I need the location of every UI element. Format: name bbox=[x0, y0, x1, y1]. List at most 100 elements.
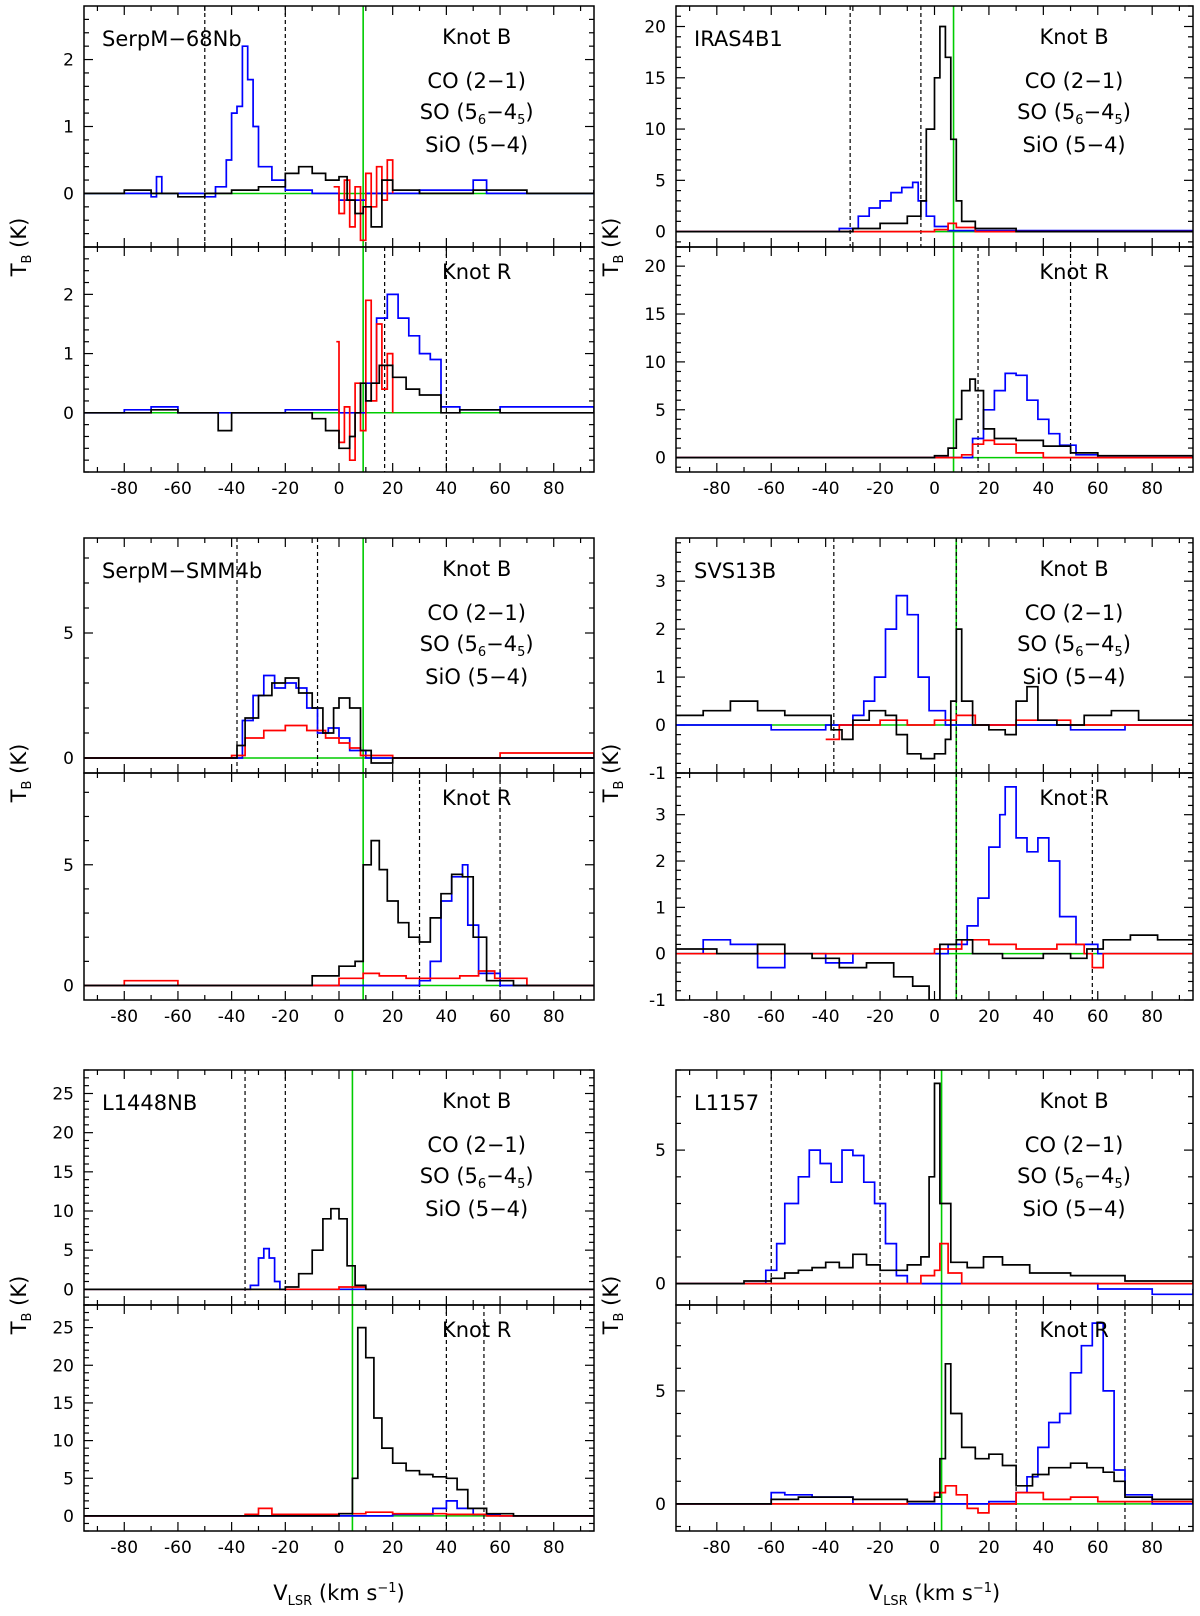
x-tick-label: 80 bbox=[1141, 1007, 1163, 1027]
x-tick-label: -40 bbox=[218, 1007, 246, 1027]
so-spectrum bbox=[676, 222, 1193, 233]
plot-frame bbox=[675, 772, 1194, 1001]
y-tick-label: 10 bbox=[644, 353, 666, 373]
y-tick-label: 5 bbox=[655, 171, 666, 191]
y-axis-label: TB (K) bbox=[599, 218, 627, 278]
x-tick-label: -40 bbox=[218, 1538, 246, 1558]
plot-knot-b: 05 bbox=[655, 1069, 1194, 1306]
x-tick-label: 60 bbox=[489, 1538, 511, 1558]
sio-spectrum bbox=[676, 181, 1193, 233]
x-tick-label: 20 bbox=[382, 1007, 404, 1027]
x-tick-label: -80 bbox=[703, 1538, 731, 1558]
x-tick-label: -20 bbox=[271, 479, 299, 499]
y-tick-label: 20 bbox=[52, 1124, 74, 1144]
plot-area bbox=[676, 538, 1193, 773]
x-axis-label: VLSR (km s−1) bbox=[869, 1581, 1000, 1609]
panel-svs13b: -1 0 1 2 3 -80 -60 -40 -20 0 20 40 60 80 -1 0 1 2 3 SVS13… bbox=[599, 537, 1194, 1027]
x-tick-label: -80 bbox=[110, 1538, 138, 1558]
plot-frame bbox=[675, 1304, 1194, 1532]
co-spectrum bbox=[676, 1082, 1193, 1285]
y-axis-label: TB (K) bbox=[7, 744, 35, 804]
co-spectrum bbox=[676, 1362, 1193, 1505]
legend-sio: SiO (5−4) bbox=[425, 1197, 528, 1221]
legend-co: CO (2−1) bbox=[427, 1133, 526, 1157]
x-tick-label: 20 bbox=[978, 1007, 1000, 1027]
x-tick-label: 80 bbox=[1141, 479, 1163, 499]
x-tick-label: -20 bbox=[866, 1538, 894, 1558]
knot-b-label: Knot B bbox=[442, 557, 511, 581]
y-tick-label: 5 bbox=[655, 401, 666, 421]
sio-spectrum bbox=[676, 372, 1193, 459]
y-tick-label: 1 bbox=[63, 118, 74, 138]
y-tick-label: 1 bbox=[63, 345, 74, 365]
sio-spectrum bbox=[676, 1322, 1193, 1505]
axis-ticks: 0 5 10 15 20 bbox=[644, 5, 1193, 247]
y-tick-label: 2 bbox=[63, 285, 74, 305]
x-tick-label: -40 bbox=[812, 1007, 840, 1027]
legend-so: SO (56−45) bbox=[420, 100, 534, 128]
x-tick-label: -60 bbox=[164, 479, 192, 499]
legend-sio: SiO (5−4) bbox=[425, 133, 528, 157]
co-spectrum bbox=[84, 165, 594, 228]
axis-ticks: -80 -60 -40 -20 0 20 40 60 80 0 5 bbox=[655, 1305, 1193, 1558]
panel-iras4b1: 0 5 10 15 20 -80 -60 -40 -20 0 20 40 60 80 0 5 10 15 20 I… bbox=[599, 5, 1194, 499]
y-tick-label: 2 bbox=[63, 51, 74, 71]
plot-knot-r: -80 -60 -40 -20 0 20 40 60 80 0 5 10 15 20 25 bbox=[52, 1304, 595, 1558]
y-tick-label: -1 bbox=[649, 764, 666, 784]
y-axis-label: TB (K) bbox=[599, 1276, 627, 1336]
so-spectrum bbox=[676, 439, 1193, 459]
x-tick-label: -60 bbox=[164, 1007, 192, 1027]
plot-knot-b: 0 5 10 15 20 25 bbox=[52, 1069, 595, 1306]
y-tick-label: 10 bbox=[52, 1432, 74, 1452]
x-tick-label: 40 bbox=[436, 479, 458, 499]
knot-b-label: Knot B bbox=[1039, 1089, 1108, 1113]
knot-r-label: Knot R bbox=[1039, 260, 1108, 284]
x-tick-label: -60 bbox=[757, 1007, 785, 1027]
y-tick-label: 0 bbox=[655, 716, 666, 736]
x-tick-label: -80 bbox=[110, 1007, 138, 1027]
plot-area bbox=[84, 247, 594, 472]
x-tick-label: 0 bbox=[929, 479, 940, 499]
plot-frame bbox=[83, 246, 595, 473]
y-tick-label: 5 bbox=[63, 624, 74, 644]
legend-co: CO (2−1) bbox=[1025, 69, 1124, 93]
x-axis-label: VLSR (km s−1) bbox=[273, 1581, 404, 1609]
y-tick-label: 0 bbox=[655, 1495, 666, 1515]
x-tick-label: 40 bbox=[1033, 1007, 1055, 1027]
plot-area bbox=[84, 6, 594, 247]
knot-r-label: Knot R bbox=[442, 1318, 511, 1342]
source-name: SerpM−SMM4b bbox=[102, 559, 262, 583]
y-tick-label: 25 bbox=[52, 1319, 74, 1339]
y-tick-label: 2 bbox=[655, 852, 666, 872]
legend-co: CO (2−1) bbox=[1025, 1133, 1124, 1157]
plot-area bbox=[676, 773, 1193, 1000]
source-name: L1448NB bbox=[102, 1091, 197, 1115]
co-spectrum bbox=[84, 1326, 594, 1517]
x-tick-label: 20 bbox=[382, 1538, 404, 1558]
x-tick-label: 40 bbox=[436, 1007, 458, 1027]
plot-knot-r: -80 -60 -40 -20 0 20 40 60 80 0 5 bbox=[655, 1304, 1194, 1558]
x-tick-label: -20 bbox=[866, 1007, 894, 1027]
x-tick-label: 60 bbox=[489, 1007, 511, 1027]
x-tick-label: -40 bbox=[812, 1538, 840, 1558]
y-tick-label: 5 bbox=[63, 1241, 74, 1261]
x-tick-label: -80 bbox=[110, 479, 138, 499]
so-spectrum bbox=[84, 970, 594, 987]
plot-knot-r: -80 -60 -40 -20 0 20 40 60 80 0 5 bbox=[63, 772, 595, 1027]
legend-co: CO (2−1) bbox=[427, 69, 526, 93]
y-tick-label: 20 bbox=[644, 257, 666, 277]
axis-ticks: -80 -60 -40 -20 0 20 40 60 80 -1 0 1 2 3 bbox=[649, 773, 1193, 1027]
plot-frame bbox=[83, 1304, 595, 1532]
axis-ticks: -80 -60 -40 -20 0 20 40 60 80 0 5 bbox=[63, 773, 594, 1027]
source-name: IRAS4B1 bbox=[694, 27, 783, 51]
x-tick-label: 80 bbox=[543, 1007, 565, 1027]
so-spectrum bbox=[336, 299, 394, 462]
y-tick-label: 10 bbox=[644, 120, 666, 140]
axis-ticks: -1 0 1 2 3 bbox=[649, 538, 1193, 784]
plot-area bbox=[84, 1305, 594, 1531]
plot-knot-b: 0 5 10 15 20 bbox=[644, 5, 1194, 248]
y-tick-label: 0 bbox=[63, 404, 74, 424]
y-tick-label: 0 bbox=[655, 449, 666, 469]
